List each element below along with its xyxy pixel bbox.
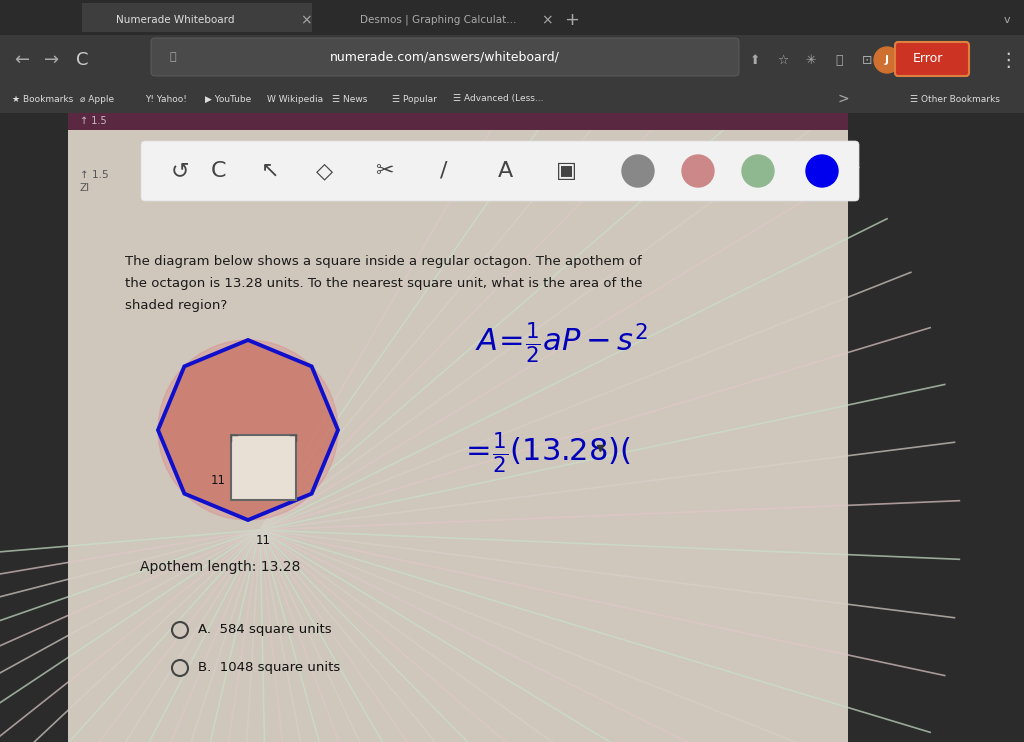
- Circle shape: [682, 155, 714, 187]
- Bar: [68, 130, 848, 742]
- Bar: [0, 0, 1024, 35]
- Text: 🔒: 🔒: [170, 52, 176, 62]
- Text: ▶ YouTube: ▶ YouTube: [205, 94, 251, 103]
- Text: ↺: ↺: [171, 161, 189, 181]
- Text: shaded region?: shaded region?: [125, 299, 227, 312]
- Text: ☆: ☆: [777, 53, 788, 67]
- Text: C: C: [210, 161, 225, 181]
- Text: ▭: ▭: [889, 53, 901, 67]
- Text: ✂: ✂: [375, 161, 393, 181]
- Bar: [0, 35, 1024, 85]
- Text: the octagon is 13.28 units. To the nearest square unit, what is the area of the: the octagon is 13.28 units. To the neare…: [125, 277, 642, 290]
- Bar: [0, 85, 1024, 113]
- Text: Desmos | Graphing Calculat...: Desmos | Graphing Calculat...: [360, 15, 516, 25]
- Text: ✳: ✳: [806, 53, 816, 67]
- FancyBboxPatch shape: [151, 38, 739, 76]
- Text: C: C: [76, 51, 88, 69]
- Text: Apothem length: 13.28: Apothem length: 13.28: [140, 560, 300, 574]
- Text: ☰ Advanced (Less...: ☰ Advanced (Less...: [453, 94, 544, 103]
- Text: 🧩: 🧩: [836, 53, 843, 67]
- FancyBboxPatch shape: [141, 141, 859, 201]
- Text: ⊡: ⊡: [862, 53, 872, 67]
- Text: $=\!\frac{1}{2}(13.28)($: $=\!\frac{1}{2}(13.28)($: [460, 430, 631, 476]
- Text: numerade.com/answers/whiteboard/: numerade.com/answers/whiteboard/: [330, 50, 560, 64]
- Circle shape: [806, 155, 838, 187]
- Text: /: /: [440, 161, 447, 181]
- Text: ↑ 1.5: ↑ 1.5: [80, 116, 106, 126]
- Text: ↖: ↖: [261, 161, 280, 181]
- Circle shape: [622, 155, 654, 187]
- Text: ★ Bookmarks: ★ Bookmarks: [12, 94, 74, 103]
- Text: ☰ Other Bookmarks: ☰ Other Bookmarks: [910, 94, 999, 103]
- Text: v: v: [1004, 15, 1011, 25]
- Text: W Wikipedia: W Wikipedia: [267, 94, 324, 103]
- Circle shape: [742, 155, 774, 187]
- Text: ▣: ▣: [555, 161, 577, 181]
- Circle shape: [158, 340, 338, 520]
- Text: ZI: ZI: [80, 183, 90, 193]
- Text: J: J: [885, 55, 889, 65]
- FancyBboxPatch shape: [82, 3, 312, 32]
- Bar: [68, 113, 848, 130]
- Text: ←: ←: [14, 51, 30, 69]
- Text: A: A: [498, 161, 513, 181]
- Text: ×: ×: [542, 13, 553, 27]
- Text: B.  1048 square units: B. 1048 square units: [198, 662, 340, 674]
- Text: ☰ News: ☰ News: [332, 94, 368, 103]
- Text: Error: Error: [912, 53, 943, 65]
- Text: >: >: [838, 92, 849, 106]
- Text: A.  584 square units: A. 584 square units: [198, 623, 332, 637]
- FancyBboxPatch shape: [895, 42, 969, 76]
- Text: The diagram below shows a square inside a regular octagon. The apothem of: The diagram below shows a square inside …: [125, 255, 642, 268]
- Text: ↑ 1.5: ↑ 1.5: [80, 170, 109, 180]
- Text: Y! Yahoo!: Y! Yahoo!: [145, 94, 186, 103]
- Circle shape: [874, 47, 900, 73]
- Text: Numerade Whiteboard: Numerade Whiteboard: [116, 15, 234, 25]
- Text: ⌀ Apple: ⌀ Apple: [80, 94, 114, 103]
- Text: ⋮: ⋮: [998, 50, 1018, 70]
- Text: 11: 11: [211, 473, 225, 487]
- Text: 11: 11: [256, 533, 270, 547]
- Text: ◇: ◇: [315, 161, 333, 181]
- Polygon shape: [158, 340, 338, 520]
- Text: ☰ Popular: ☰ Popular: [392, 94, 437, 103]
- Text: $A\!=\!\frac{1}{2}aP - s^2$: $A\!=\!\frac{1}{2}aP - s^2$: [475, 320, 648, 366]
- Text: ×: ×: [300, 13, 312, 27]
- Text: →: →: [44, 51, 59, 69]
- Text: +: +: [564, 11, 580, 29]
- Bar: [230, 435, 296, 499]
- Text: ⬆: ⬆: [750, 53, 760, 67]
